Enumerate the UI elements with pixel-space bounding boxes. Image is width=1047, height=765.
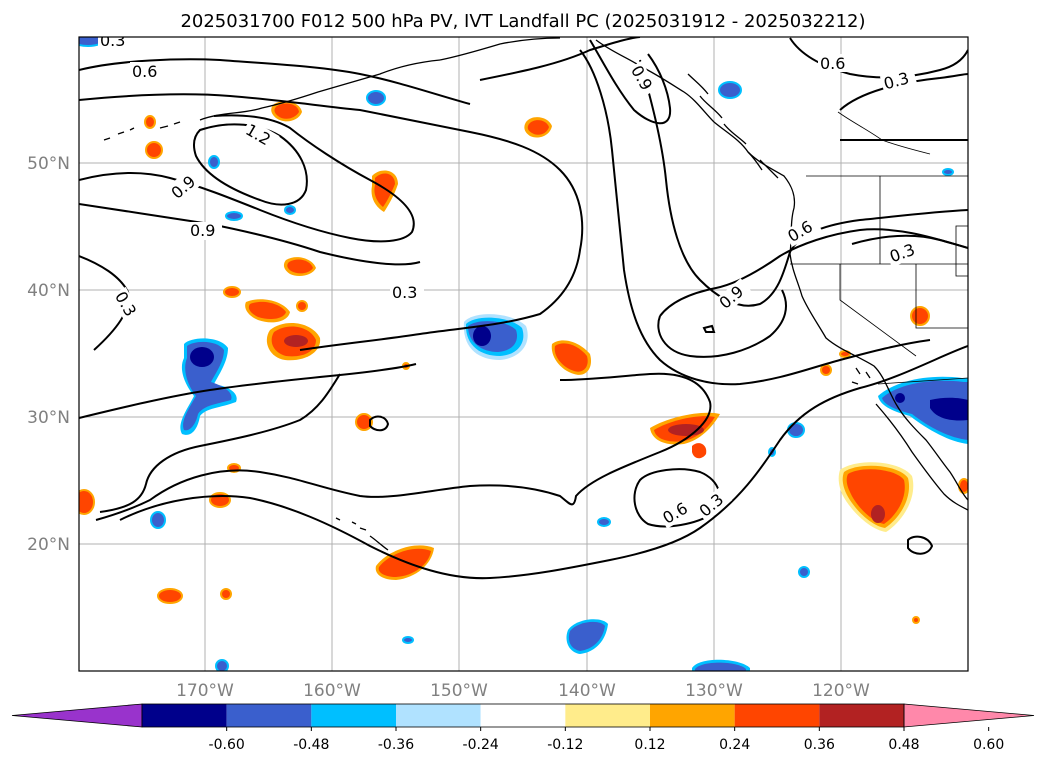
coastline-channel-islands [851,367,871,385]
contour-label: 0.6 [820,54,845,73]
colorbar-tick-label: 0.36 [804,737,835,753]
anomaly-blob-pos-140w [551,340,592,375]
map-frame [78,36,969,672]
pv-contour-0.3-california [851,234,968,249]
pv-contour-small-loop-2 [702,324,716,333]
pv-contour-0.3-northeast [839,73,968,111]
colorbar-segment [565,704,650,727]
pv-contours [79,37,968,580]
colorbar-border [141,703,905,728]
lat-label-20n: 20°N [27,535,70,555]
anomaly-blob-neg-south1 [566,619,608,654]
longitude-labels: 170°W 160°W 150°W 140°W 130°W 120°W [176,681,870,701]
anomaly-blob-pos-north1 [271,101,302,122]
colorbar-segment [396,704,481,727]
pv-contour-0.9-north-east [479,37,641,81]
anomaly-blob-neg-small-set [79,37,954,671]
colorbar-tick-label: -0.60 [209,737,245,753]
pv-contour-0.9-north [79,114,415,243]
lon-label-140w: 140°W [558,681,616,701]
positive-anomalies [79,101,968,624]
pv-contour-0.6-east [579,49,931,386]
colorbar-tick-label: -0.36 [378,737,414,753]
colorbar-segment [650,704,735,727]
anomaly-blob-pos-baja [838,462,914,532]
pv-contour-0.9-mid [79,203,421,266]
negative-anomalies [79,37,968,671]
coastline-alaska [439,37,561,61]
pv-contour-0.9-ridge [659,228,968,317]
boundary-interior-3 [915,264,968,329]
pv-contour-small-loop-1 [369,415,390,432]
colorbar-tick-label: 0.60 [973,737,1004,753]
colorbar-segment [819,704,904,727]
pv-contour-0.3-outer-south [95,372,712,521]
colorbar-max-extension [903,703,1035,728]
colorbar-segment [480,704,566,727]
lon-label-160w: 160°W [303,681,361,701]
lon-label-130w: 130°W [685,681,743,701]
pv-contour-0.9-loop-south [657,289,787,358]
anomaly-blob-pos-midwest [283,257,316,276]
colorbar-tick-label: -0.48 [293,737,329,753]
boundary-small-box [955,225,968,277]
pv-contour-south-west [99,373,341,513]
colorbar-tick-label: 0.48 [888,737,919,753]
anomaly-blob-pos-north2 [371,170,398,212]
colorbar-segment [311,704,396,727]
contour-label: 0.3 [392,283,417,302]
latitude-labels: 50°N 40°N 30°N 20°N [27,154,70,555]
lon-label-120w: 120°W [812,681,870,701]
contour-label: 0.3 [100,31,125,50]
anomaly-blob-pos-hawaii [375,545,434,580]
colorbar-tick-label: 0.12 [634,737,665,753]
coastlines [103,37,968,551]
coastline-vancouver-island [747,151,779,179]
colorbar-min-extension [11,703,143,728]
pv-contour-outer-west [79,363,417,419]
colorbar: -0.60 -0.48 -0.36 -0.24 -0.12 0.12 0.24 0.36 0.4… [11,703,1035,753]
anomaly-blob-neg-west [180,338,237,435]
lat-label-50n: 50°N [27,154,70,174]
pv-contour-0.3-central [79,93,584,351]
pv-contour-0.6-ridge [639,59,968,307]
colorbar-tick-label: 0.24 [719,737,750,753]
lat-label-40n: 40°N [27,281,70,301]
lat-label-30n: 30°N [27,408,70,428]
boundary-us-mexico [877,377,968,385]
pv-contour-small-loop-3 [907,535,934,555]
colorbar-tick-label: -0.24 [463,737,499,753]
lon-label-170w: 170°W [176,681,234,701]
contour-labels: 0.3 0.6 0.9 1.2 0.9 0.9 0.3 0.3 0.9 0.6 … [98,31,924,529]
colorbar-tick-label: -0.12 [547,737,583,753]
colorbar-segment [226,704,312,727]
anomaly-blob-pos-north3 [524,117,552,138]
coastline-aleutians [199,59,441,121]
coastline-aleutians-west [103,121,181,141]
coastline-baja [875,403,968,511]
contour-label: 0.6 [132,62,157,81]
anomaly-blob-neg-south2 [692,659,750,671]
coastline-hawaii [335,517,389,551]
lon-label-150w: 150°W [430,681,488,701]
coastline-bc-islands [687,73,747,145]
anomaly-blob-pos-west1 [245,299,290,323]
pv-contour-0.9-loop [589,39,672,125]
figure-title: 2025031700 F012 500 hPa PV, IVT Landfall… [180,11,865,32]
colorbar-segment [142,704,227,727]
boundary-california-nevada [839,264,917,357]
anomaly-blob-neg-socal [878,376,968,444]
pv-contour-0.6-north [79,58,471,105]
colorbar-segment [734,704,820,727]
pv-contour-0.3-south [119,345,968,580]
contour-label: 0.9 [190,221,215,240]
